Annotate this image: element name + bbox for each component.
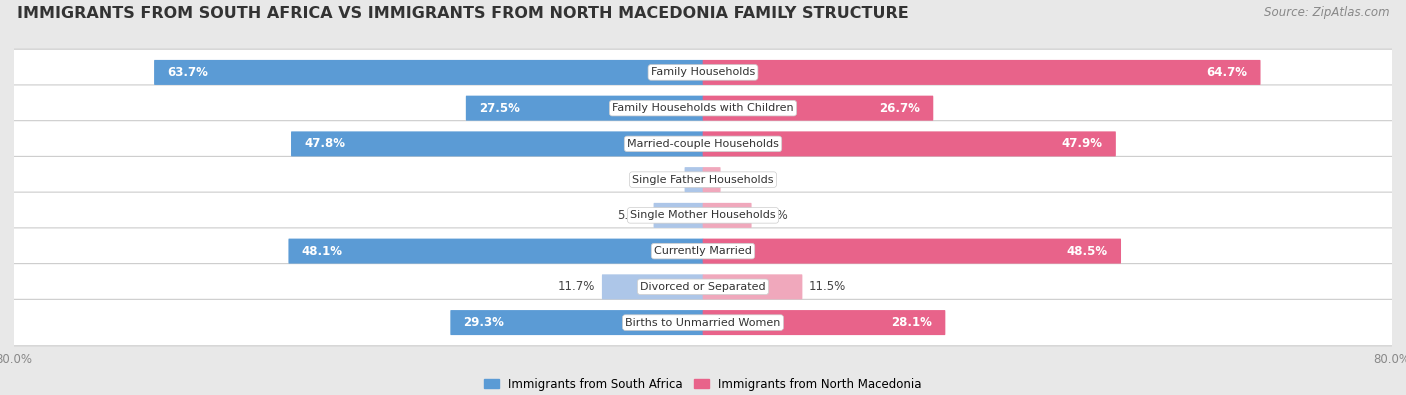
Text: 47.8%: 47.8% <box>304 137 346 150</box>
Text: 5.7%: 5.7% <box>617 209 647 222</box>
Text: 27.5%: 27.5% <box>479 102 520 115</box>
Text: Married-couple Households: Married-couple Households <box>627 139 779 149</box>
Text: IMMIGRANTS FROM SOUTH AFRICA VS IMMIGRANTS FROM NORTH MACEDONIA FAMILY STRUCTURE: IMMIGRANTS FROM SOUTH AFRICA VS IMMIGRAN… <box>17 6 908 21</box>
FancyBboxPatch shape <box>155 60 703 85</box>
FancyBboxPatch shape <box>703 203 752 228</box>
Text: 64.7%: 64.7% <box>1206 66 1247 79</box>
Legend: Immigrants from South Africa, Immigrants from North Macedonia: Immigrants from South Africa, Immigrants… <box>479 373 927 395</box>
FancyBboxPatch shape <box>703 132 1116 156</box>
Text: 26.7%: 26.7% <box>879 102 920 115</box>
FancyBboxPatch shape <box>654 203 703 228</box>
Text: 2.1%: 2.1% <box>648 173 678 186</box>
Text: Divorced or Separated: Divorced or Separated <box>640 282 766 292</box>
FancyBboxPatch shape <box>450 310 703 335</box>
FancyBboxPatch shape <box>8 49 1398 96</box>
FancyBboxPatch shape <box>703 239 1121 263</box>
Text: 29.3%: 29.3% <box>464 316 505 329</box>
FancyBboxPatch shape <box>8 156 1398 203</box>
FancyBboxPatch shape <box>288 239 703 263</box>
Text: Source: ZipAtlas.com: Source: ZipAtlas.com <box>1264 6 1389 19</box>
FancyBboxPatch shape <box>8 299 1398 346</box>
Text: 5.6%: 5.6% <box>758 209 787 222</box>
FancyBboxPatch shape <box>703 96 934 120</box>
Text: Family Households with Children: Family Households with Children <box>612 103 794 113</box>
FancyBboxPatch shape <box>465 96 703 120</box>
Text: Single Mother Households: Single Mother Households <box>630 211 776 220</box>
Text: Currently Married: Currently Married <box>654 246 752 256</box>
FancyBboxPatch shape <box>703 167 720 192</box>
FancyBboxPatch shape <box>8 263 1398 310</box>
FancyBboxPatch shape <box>8 85 1398 132</box>
Text: 11.7%: 11.7% <box>558 280 595 293</box>
Text: Family Households: Family Households <box>651 68 755 77</box>
Text: 48.5%: 48.5% <box>1067 245 1108 258</box>
FancyBboxPatch shape <box>602 275 703 299</box>
FancyBboxPatch shape <box>8 228 1398 275</box>
FancyBboxPatch shape <box>8 192 1398 239</box>
FancyBboxPatch shape <box>703 310 945 335</box>
Text: 47.9%: 47.9% <box>1062 137 1102 150</box>
FancyBboxPatch shape <box>685 167 703 192</box>
Text: 28.1%: 28.1% <box>891 316 932 329</box>
Text: Single Father Households: Single Father Households <box>633 175 773 184</box>
Text: 48.1%: 48.1% <box>302 245 343 258</box>
Text: Births to Unmarried Women: Births to Unmarried Women <box>626 318 780 327</box>
FancyBboxPatch shape <box>8 120 1398 167</box>
FancyBboxPatch shape <box>291 132 703 156</box>
Text: 2.0%: 2.0% <box>727 173 756 186</box>
Text: 63.7%: 63.7% <box>167 66 208 79</box>
FancyBboxPatch shape <box>703 60 1261 85</box>
FancyBboxPatch shape <box>703 275 803 299</box>
Text: 11.5%: 11.5% <box>808 280 846 293</box>
